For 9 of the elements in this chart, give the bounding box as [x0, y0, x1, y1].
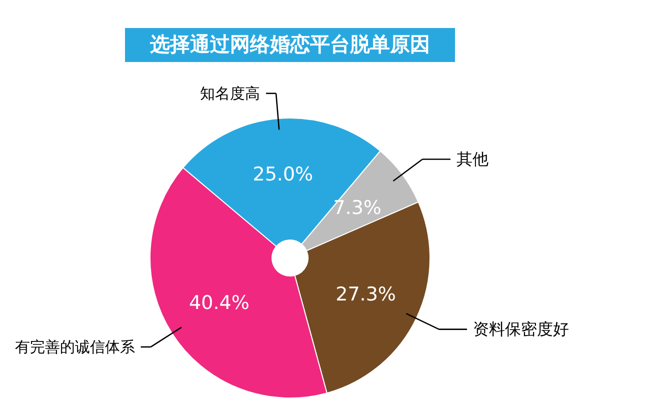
chart-title: 选择通过网络婚恋平台脱单原因: [149, 32, 430, 56]
data-label: 40.4%: [189, 292, 250, 314]
data-label: 27.3%: [336, 283, 396, 306]
slice-label: 资料保密度好: [473, 319, 570, 338]
slice-label: 知名度高: [200, 84, 260, 102]
slice-label: 有完善的诚信体系: [14, 338, 135, 356]
data-label: 7.3%: [333, 196, 382, 219]
slice-label: 其他: [456, 149, 488, 168]
data-label: 25.0%: [252, 163, 314, 186]
